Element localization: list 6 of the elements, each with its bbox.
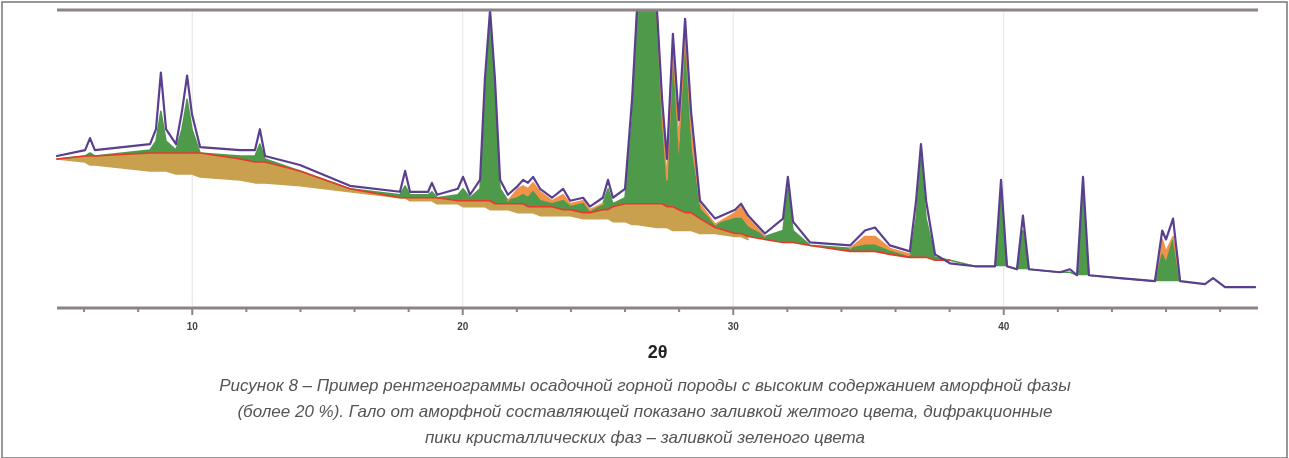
text: Рисунок 8 – Пример рентгенограммы осадочной горной породы с высоким содержанием аморфной фазы (более 20 %). Гало от аморфной составляющей показано заливкой желтого цвета, дифракционные пики кристаллических фаз – заливкой зеленого цвета [219, 376, 1072, 447]
x-tick-label: 30 [727, 321, 740, 332]
x-axis-title: 2θ [647, 342, 668, 362]
x-tick-label: 40 [998, 321, 1010, 332]
x-tick-label: 20 [457, 321, 469, 332]
x-tick-label: 10 [186, 321, 199, 332]
